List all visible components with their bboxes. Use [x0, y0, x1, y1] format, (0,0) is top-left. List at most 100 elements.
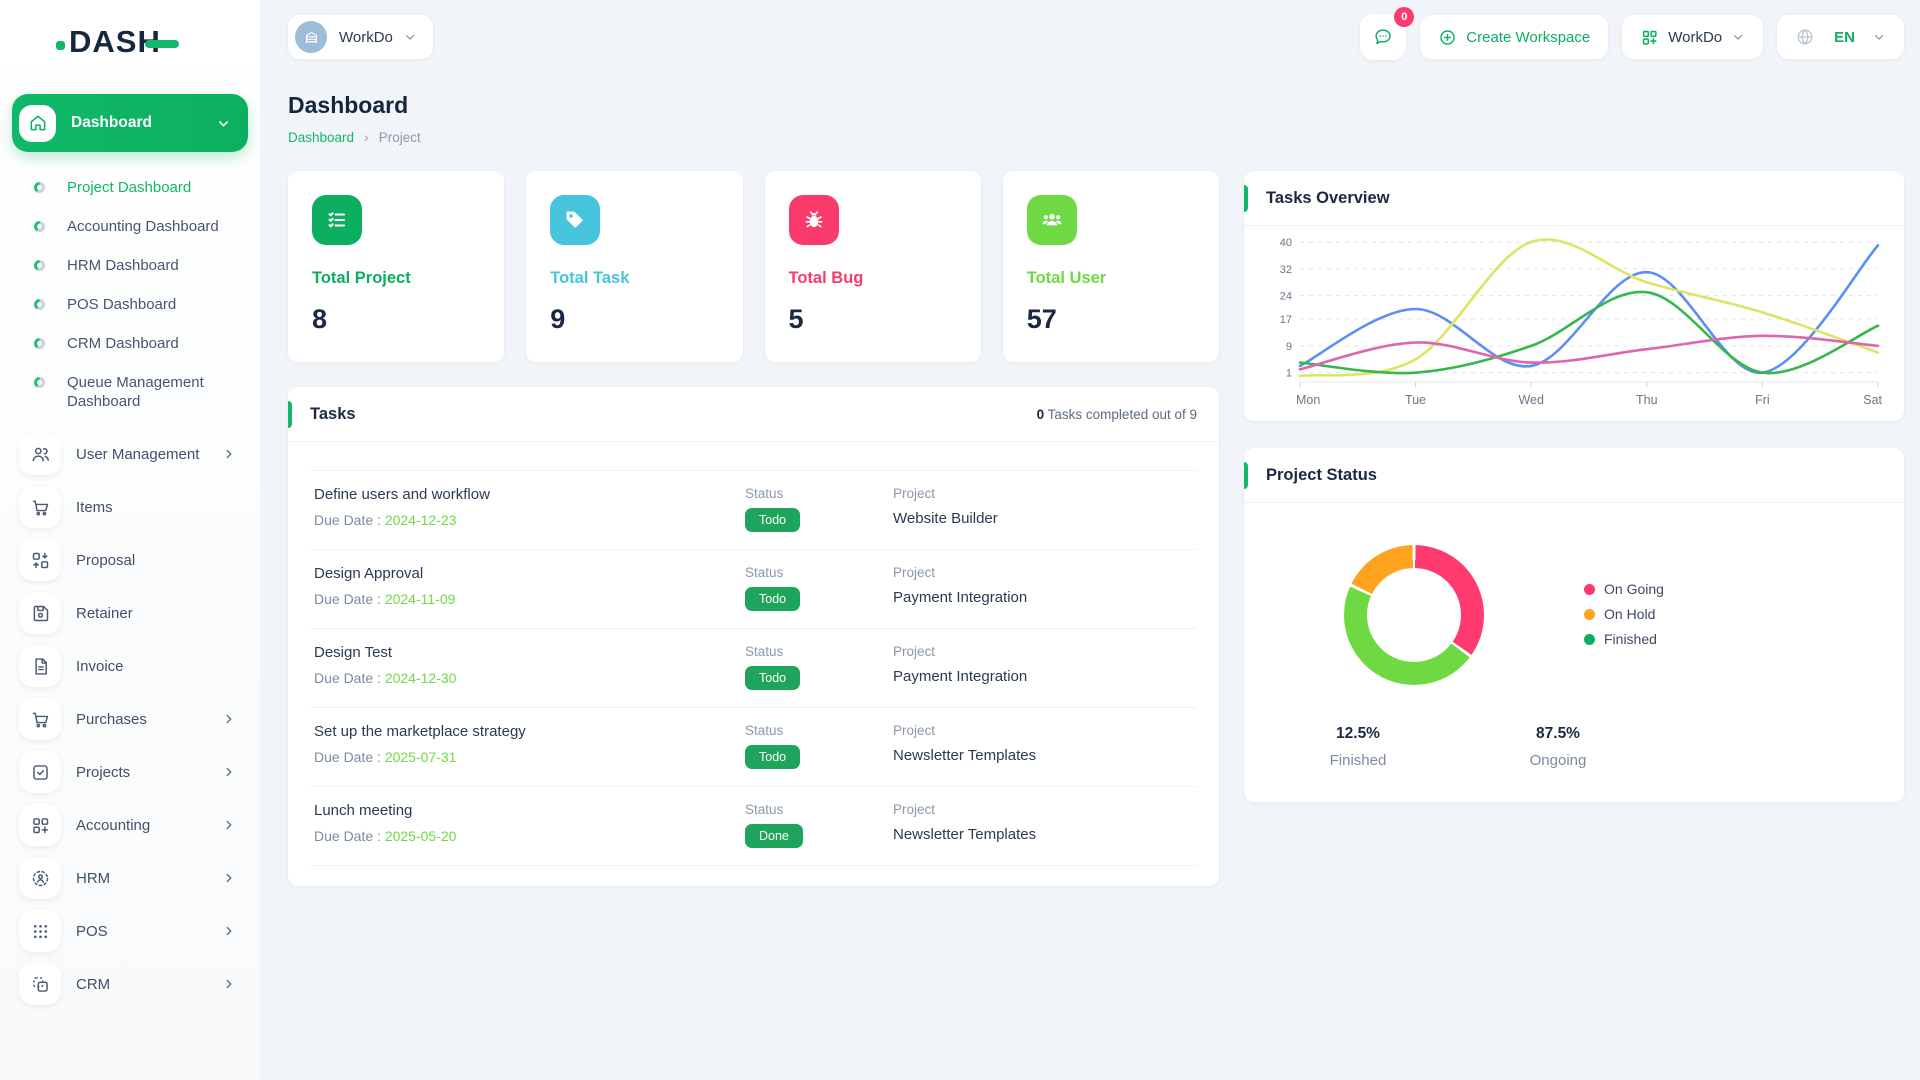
project-status-stats: 12.5% Finished 87.5% Ongoing	[1244, 725, 1904, 769]
legend-item-on-hold[interactable]: On Hold	[1584, 606, 1664, 622]
sidebar-item-dashboard[interactable]: Dashboard	[12, 94, 248, 152]
svg-text:Thu: Thu	[1636, 393, 1658, 407]
submenu-label: Project Dashboard	[67, 179, 192, 196]
breadcrumb-current: Project	[378, 129, 421, 145]
breadcrumb: Dashboard › Project	[288, 129, 1904, 145]
tasks-card-header: Tasks 0 Tasks completed out of 9	[288, 387, 1219, 442]
create-workspace-button[interactable]: Create Workspace	[1420, 15, 1609, 59]
stat-value: 5	[788, 304, 804, 334]
right-column: Tasks Overview 40 32 24 17 9 1 Mon Tue Wed Thu Fri…	[1244, 171, 1904, 802]
language-code: EN	[1834, 28, 1855, 46]
breadcrumb-link-dashboard[interactable]: Dashboard	[288, 129, 355, 145]
tasks-summary: 0 Tasks completed out of 9	[1037, 407, 1197, 422]
sidebar-item-pos-dashboard[interactable]: POS Dashboard	[12, 285, 248, 324]
workspace-avatar	[295, 21, 327, 53]
sidebar-item-crm-dashboard[interactable]: CRM Dashboard	[12, 324, 248, 363]
document-icon	[19, 645, 61, 687]
logo-dot-icon	[56, 40, 65, 50]
overlap-squares-icon	[19, 963, 61, 1005]
task-row[interactable]: Define users and workflow Due Date : 202…	[310, 471, 1197, 550]
project-name: Newsletter Templates	[893, 826, 1037, 843]
svg-text:40: 40	[1280, 237, 1292, 249]
legend-item-finished[interactable]: Finished	[1584, 631, 1664, 647]
sidebar-item-accounting-dashboard[interactable]: Accounting Dashboard	[12, 207, 248, 246]
chevron-down-icon	[405, 34, 415, 40]
nav-label: Accounting	[76, 816, 151, 834]
svg-text:9: 9	[1286, 341, 1292, 353]
sidebar-item-queue-management-dashboard[interactable]: Queue Management Dashboard	[12, 363, 242, 421]
sidebar-item-items[interactable]: Items	[12, 481, 248, 533]
submenu-label: CRM Dashboard	[67, 335, 179, 352]
donut-chart	[1344, 545, 1484, 685]
stat-label: Total User	[1026, 269, 1107, 287]
submenu-label: POS Dashboard	[67, 296, 177, 313]
workspace-selector[interactable]: WorkDo	[288, 15, 433, 59]
chevron-right-icon	[222, 447, 238, 461]
svg-text:Mon: Mon	[1296, 393, 1320, 407]
task-row[interactable]: Set up the marketplace strategy Due Date…	[310, 708, 1197, 787]
donut-legend: On Going On Hold Finished	[1584, 581, 1664, 647]
sidebar-item-label: Dashboard	[71, 114, 152, 131]
sidebar-item-proposal[interactable]: Proposal	[12, 534, 248, 586]
project-column-label: Project	[893, 644, 936, 659]
language-selector[interactable]: EN	[1777, 15, 1904, 59]
sidebar-item-crm[interactable]: CRM	[12, 958, 248, 1010]
topbar: WorkDo 0 Create Workspace WorkDo EN	[288, 7, 1904, 66]
breadcrumb-separator-icon: ›	[364, 129, 369, 145]
workdo-button-label: WorkDo	[1668, 28, 1723, 46]
sidebar-item-projects[interactable]: Projects	[12, 746, 248, 798]
task-row[interactable]: Lunch meeting Due Date : 2025-05-20 Stat…	[310, 787, 1197, 866]
submenu-label: Queue Management Dashboard	[67, 374, 204, 410]
sidebar-item-accounting[interactable]: Accounting	[12, 799, 248, 851]
project-column-label: Project	[893, 486, 936, 501]
chevron-right-icon	[222, 924, 238, 938]
task-title: Lunch meeting	[314, 802, 413, 819]
task-row[interactable]: Design Approval Due Date : 2024-11-09 St…	[310, 550, 1197, 629]
project-column-label: Project	[893, 802, 936, 817]
due-date-label: Due Date :	[314, 670, 385, 686]
chevron-right-icon	[222, 765, 238, 779]
project-status-header: Project Status	[1244, 448, 1904, 503]
sidebar: DASH Dashboard Project Dashboard Account…	[0, 0, 260, 1080]
tasks-summary-text: Tasks completed out of 9	[1044, 406, 1197, 422]
logo-text: DASH	[69, 24, 161, 59]
sidebar-item-hrm[interactable]: HRM	[12, 852, 248, 904]
stat-card-total-bug: Total Bug 5	[764, 171, 981, 362]
dashboard-submenu: Project Dashboard Accounting Dashboard H…	[12, 152, 248, 427]
nav-label: Proposal	[76, 551, 136, 569]
home-icon	[19, 104, 56, 142]
svg-text:Fri: Fri	[1755, 393, 1770, 407]
sidebar-item-user-management[interactable]: User Management	[12, 428, 248, 480]
nav-label: CRM	[76, 975, 111, 993]
svg-text:1: 1	[1286, 368, 1292, 380]
bullet-icon	[34, 299, 45, 310]
due-date-value: 2024-12-30	[384, 670, 457, 686]
users-group-icon	[1026, 195, 1077, 245]
task-row[interactable]: Design Test Due Date : 2024-12-30 Status…	[310, 629, 1197, 708]
chevron-right-icon	[222, 818, 238, 832]
task-title: Design Test	[314, 644, 393, 661]
svg-text:24: 24	[1280, 291, 1292, 303]
sidebar-item-invoice[interactable]: Invoice	[12, 640, 248, 692]
plus-circle-icon	[1440, 29, 1456, 45]
sidebar-item-hrm-dashboard[interactable]: HRM Dashboard	[12, 246, 248, 285]
content-grid: Total Project 8 Total Task 9 Total Bug 5	[288, 171, 1904, 886]
sidebar-item-pos[interactable]: POS	[12, 905, 248, 957]
stat-card-total-user: Total User 57	[1002, 171, 1219, 362]
workdo-menu-button[interactable]: WorkDo	[1622, 15, 1764, 59]
legend-item-on-going[interactable]: On Going	[1584, 581, 1664, 597]
person-circle-icon	[19, 857, 61, 899]
sidebar-item-project-dashboard[interactable]: Project Dashboard	[12, 168, 248, 207]
nav-label: Invoice	[76, 657, 124, 675]
finished-label: Finished	[1329, 752, 1387, 769]
chevron-down-icon	[1874, 34, 1884, 40]
sidebar-item-retainer[interactable]: Retainer	[12, 587, 248, 639]
sidebar-item-purchases[interactable]: Purchases	[12, 693, 248, 745]
bullet-icon	[34, 221, 45, 232]
finished-stat: 12.5% Finished	[1258, 725, 1458, 769]
ongoing-percentage: 87.5%	[1536, 725, 1580, 742]
tag-icon	[550, 195, 601, 245]
nav-label: Purchases	[76, 710, 147, 728]
stat-card-total-project: Total Project 8	[288, 171, 505, 362]
messages-button[interactable]: 0	[1360, 7, 1415, 60]
